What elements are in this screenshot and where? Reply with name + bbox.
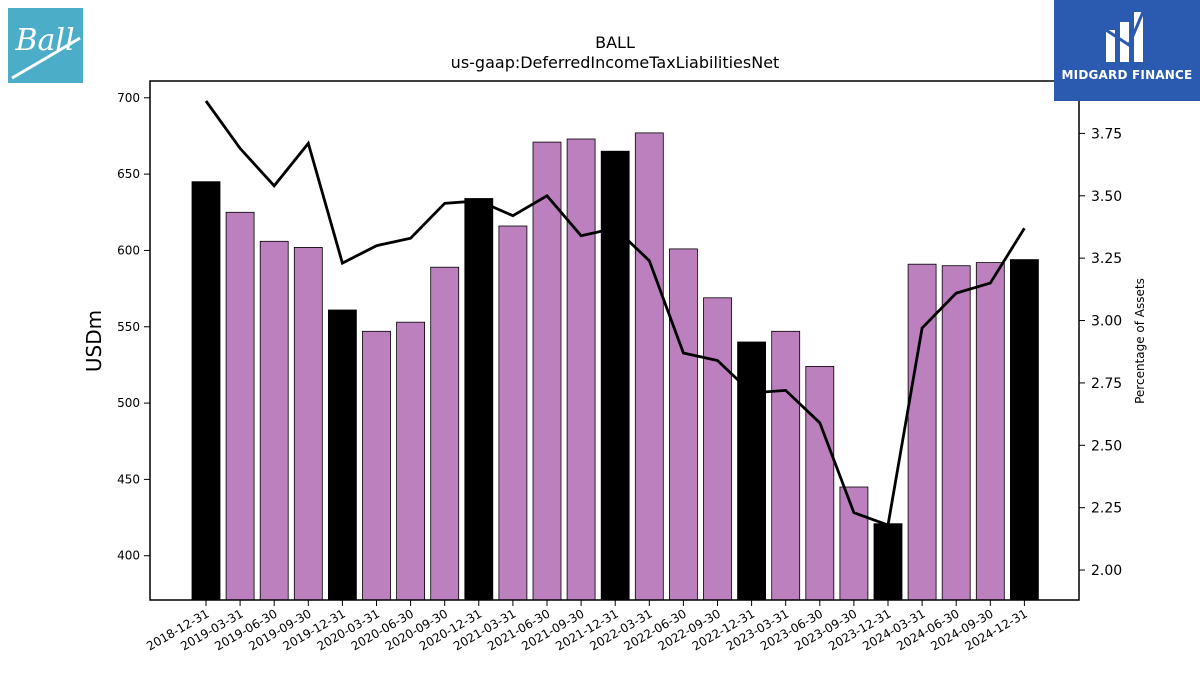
y2-tick-label: 3.50 <box>1091 189 1122 205</box>
bar-2023-12-31 <box>873 523 903 601</box>
ball-logo-text: Ball <box>14 23 74 58</box>
y-tick-label: 450 <box>117 472 140 486</box>
bar-2024-09-30 <box>975 262 1005 601</box>
bar-2023-06-30 <box>805 365 835 601</box>
bar-2021-03-31 <box>498 225 528 601</box>
bar-2019-12-31 <box>327 309 357 601</box>
chart-title: BALL <box>595 33 635 52</box>
y-axis-label: USDm <box>82 310 106 372</box>
plot-frame <box>149 80 1080 601</box>
y2-tick-label: 3.75 <box>1091 126 1122 142</box>
line-series <box>204 100 1026 527</box>
bar-2019-06-30 <box>259 240 289 601</box>
bar-2023-03-31 <box>771 330 801 601</box>
bar-2022-09-30 <box>703 297 732 601</box>
midgard-finance-logo: MIDGARD FINANCE <box>1054 0 1200 101</box>
bar-2024-12-31 <box>1010 259 1039 601</box>
bar-2019-09-30 <box>293 246 323 601</box>
midgard-logo-text: MIDGARD FINANCE <box>1061 68 1193 82</box>
percentage-of-assets-line <box>204 100 1026 527</box>
bar-2018-12-31 <box>191 181 221 601</box>
y2-tick-label: 2.50 <box>1091 438 1122 454</box>
y2-tick-label: 2.25 <box>1091 501 1122 517</box>
bar-2023-09-30 <box>839 486 869 601</box>
bar-2020-12-31 <box>464 198 494 601</box>
y2-tick-label: 3.00 <box>1091 314 1122 330</box>
ball-logo: Ball <box>8 8 83 83</box>
y2-tick-label: 3.25 <box>1091 251 1122 267</box>
left-axis: 400 450 500 550 600 650 700 <box>117 91 150 563</box>
y-tick-label: 650 <box>117 167 140 181</box>
bar-2022-12-31 <box>737 341 766 601</box>
chart-subtitle: us-gaap:DeferredIncomeTaxLiabilitiesNet <box>451 53 780 72</box>
ball-logo-mark: Ball <box>8 8 83 83</box>
y2-tick-label: 2.00 <box>1091 563 1122 579</box>
right-axis: 2.00 2.25 2.50 2.75 3.00 3.25 3.50 3.75 <box>1079 126 1122 579</box>
bar-2022-03-31 <box>634 132 664 601</box>
bar-2020-03-31 <box>362 330 391 601</box>
bar-2024-03-31 <box>907 263 937 601</box>
bar-2022-06-30 <box>669 248 698 601</box>
y-tick-label: 700 <box>117 91 140 105</box>
bar-2019-03-31 <box>225 211 255 601</box>
x-axis: 2018-12-312019-03-312019-06-302019-09-30… <box>144 600 1030 653</box>
bar-2021-12-31 <box>600 150 630 601</box>
y2-tick-label: 2.75 <box>1091 376 1122 392</box>
bar-2021-09-30 <box>566 138 596 601</box>
y-tick-label: 500 <box>117 396 140 410</box>
y-tick-label: 400 <box>117 549 140 563</box>
y-tick-label: 600 <box>117 243 140 257</box>
bar-2024-06-30 <box>941 265 971 601</box>
y-tick-label: 550 <box>117 320 140 334</box>
bar-2020-09-30 <box>430 266 460 601</box>
midgard-logo-mark <box>1105 11 1145 62</box>
bar-2020-06-30 <box>396 321 426 601</box>
bar-2021-06-30 <box>532 141 562 601</box>
bar-series <box>191 132 1039 601</box>
y2-axis-label: Percentage of Assets <box>1133 278 1147 404</box>
